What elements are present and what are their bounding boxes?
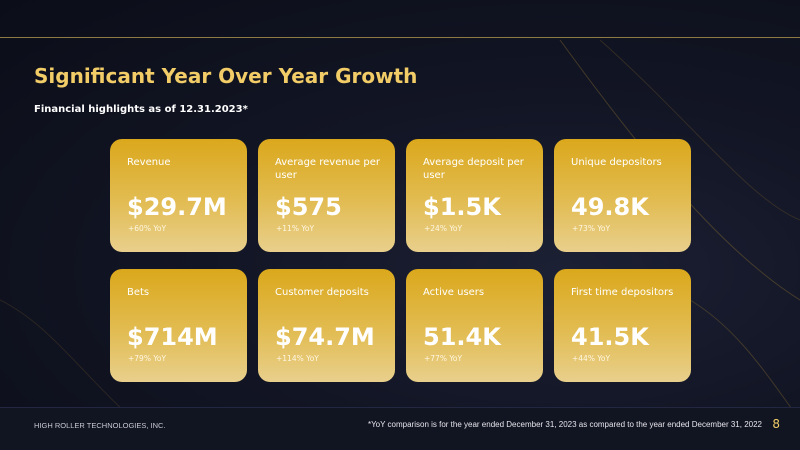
metric-label: Bets	[127, 287, 150, 298]
metric-yoy: +60% YoY	[128, 224, 167, 233]
yoy-footnote: *YoY comparison is for the year ended De…	[367, 420, 762, 429]
metric-value: 51.4K	[423, 323, 501, 351]
metric-value: $1.5K	[423, 193, 501, 221]
metric-yoy: +114% YoY	[276, 354, 319, 363]
slide-subtitle: Financial highlights as of 12.31.2023*	[34, 104, 248, 115]
metrics-grid: Revenue $29.7M +60% YoY Average revenue …	[110, 139, 691, 382]
metric-card-average-revenue-per-user: Average revenue per user $575 +11% YoY	[258, 139, 395, 252]
company-name: HIGH ROLLER TECHNOLOGIES, INC.	[34, 421, 166, 430]
slide-title: Significant Year Over Year Growth	[34, 64, 418, 88]
top-divider	[0, 37, 800, 38]
metric-label: Unique depositors	[571, 157, 662, 168]
metric-value: 41.5K	[571, 323, 649, 351]
metric-card-first-time-depositors: First time depositors 41.5K +44% YoY	[554, 269, 691, 382]
metric-label: First time depositors	[571, 287, 674, 298]
slide-footer: HIGH ROLLER TECHNOLOGIES, INC. *YoY comp…	[0, 407, 800, 450]
page-number: 8	[772, 417, 780, 431]
metric-value: 49.8K	[571, 193, 649, 221]
metric-value: $575	[275, 193, 342, 221]
metric-yoy: +11% YoY	[276, 224, 315, 233]
metric-card-average-deposit-per-user: Average deposit per user $1.5K +24% YoY	[406, 139, 543, 252]
metric-yoy: +79% YoY	[128, 354, 167, 363]
metric-card-unique-depositors: Unique depositors 49.8K +73% YoY	[554, 139, 691, 252]
metric-label: Active users	[423, 287, 485, 298]
metric-yoy: +73% YoY	[572, 224, 611, 233]
metric-value: $74.7M	[275, 323, 375, 351]
metric-yoy: +77% YoY	[424, 354, 463, 363]
metric-card-bets: Bets $714M +79% YoY	[110, 269, 247, 382]
metric-yoy: +24% YoY	[424, 224, 463, 233]
metric-value: $714M	[127, 323, 218, 351]
metric-label: Average deposit per user	[423, 157, 524, 181]
metric-label: Average revenue per user	[275, 157, 380, 181]
metric-card-active-users: Active users 51.4K +77% YoY	[406, 269, 543, 382]
metric-yoy: +44% YoY	[572, 354, 611, 363]
metric-label: Revenue	[127, 157, 171, 168]
metric-card-revenue: Revenue $29.7M +60% YoY	[110, 139, 247, 252]
metric-label: Customer deposits	[275, 287, 369, 298]
metric-card-customer-deposits: Customer deposits $74.7M +114% YoY	[258, 269, 395, 382]
metric-value: $29.7M	[127, 193, 227, 221]
